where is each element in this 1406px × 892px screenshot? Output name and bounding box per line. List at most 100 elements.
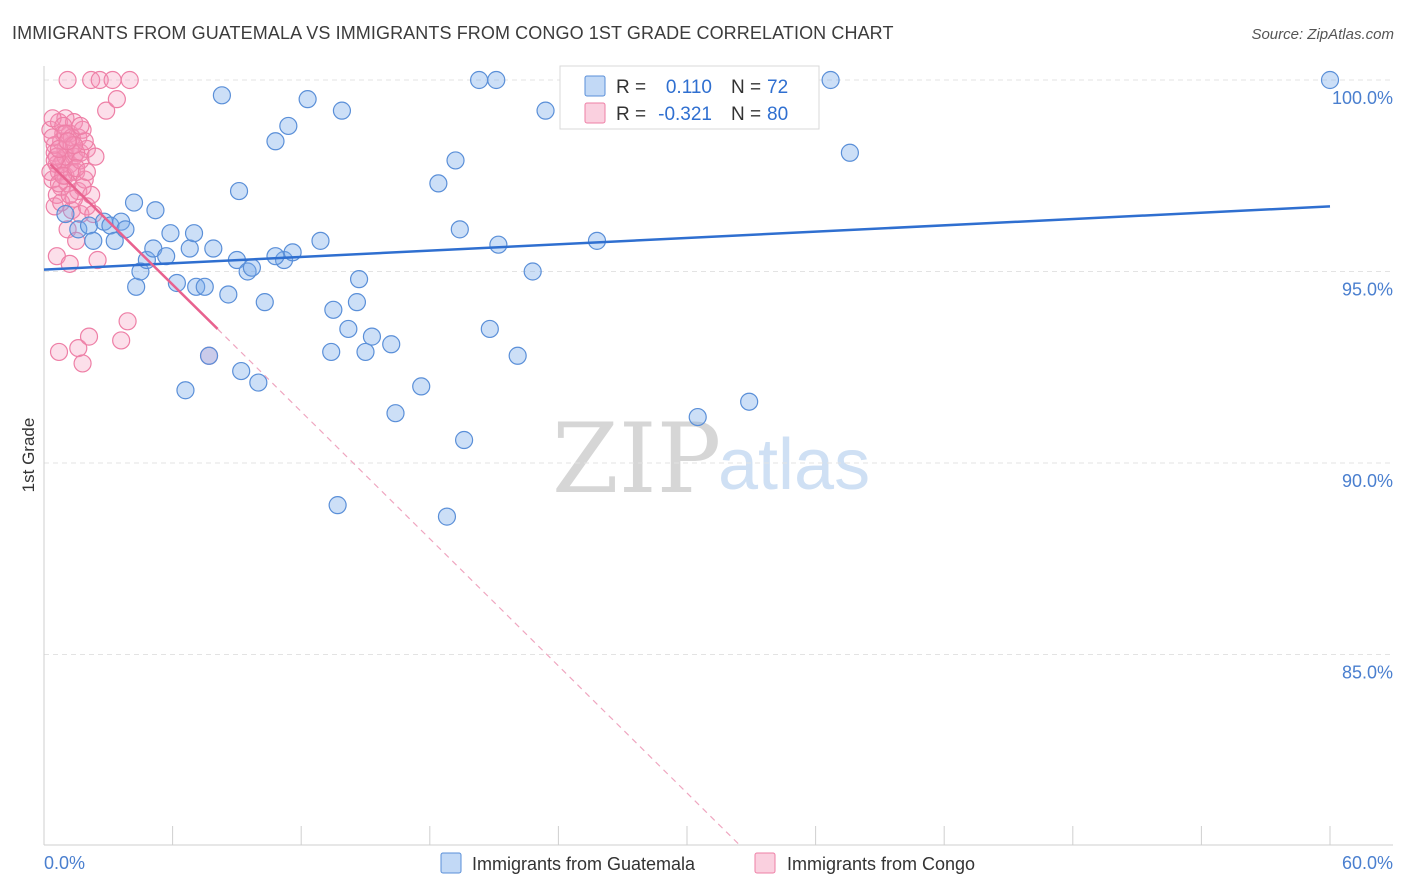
point-congo-50 — [120, 70, 139, 90]
point-guatemala-40 — [332, 101, 352, 120]
axes — [43, 66, 1393, 846]
legend-n-label-congo: N = — [731, 104, 761, 125]
point-guatemala-41 — [339, 319, 358, 339]
point-guatemala-17 — [176, 381, 195, 400]
point-guatemala-23 — [212, 86, 231, 105]
watermark-zip: ZIP — [552, 403, 721, 515]
point-guatemala-38 — [324, 300, 343, 319]
point-congo-34 — [73, 354, 92, 373]
point-congo-76 — [77, 162, 96, 182]
point-congo-8 — [49, 342, 69, 362]
point-guatemala-50 — [446, 151, 465, 170]
point-guatemala-52 — [454, 430, 474, 450]
legend-r-value-congo: -0.321 — [658, 104, 712, 125]
y-axis-label: 1st Grade — [19, 418, 38, 493]
series-legend: Immigrants from Guatemala Immigrants fro… — [440, 852, 975, 874]
point-guatemala-53 — [469, 70, 489, 90]
y-tick-label-100: 100.0% — [1332, 88, 1393, 108]
trend-line-guatemala — [43, 205, 1331, 271]
stats-legend: R = 0.110 N = 72 R = -0.321 N = 80 — [559, 65, 820, 130]
point-congo-49 — [118, 312, 137, 331]
point-congo-43 — [88, 250, 107, 270]
legend-n-value-congo: 80 — [767, 104, 788, 125]
point-guatemala-56 — [489, 235, 508, 254]
point-guatemala-31 — [266, 132, 285, 151]
trend-line-congo-extension — [217, 328, 742, 847]
zipatlas-watermark: ZIP atlas — [552, 403, 870, 515]
point-guatemala-60 — [587, 231, 607, 250]
y-tick-labels: 100.0% 95.0% 90.0% 85.0% — [1332, 88, 1393, 683]
chart-title: IMMIGRANTS FROM GUATEMALA VS IMMIGRANTS … — [12, 23, 894, 43]
point-guatemala-64 — [821, 70, 840, 90]
point-guatemala-70 — [184, 224, 204, 243]
point-guatemala-65 — [840, 143, 859, 162]
point-guatemala-58 — [523, 262, 542, 281]
point-congo-47 — [107, 90, 126, 109]
series-legend-swatch-guatemala — [440, 852, 462, 874]
point-guatemala-10 — [131, 262, 150, 281]
point-guatemala-48 — [412, 377, 431, 396]
x-tick-label-min: 0.0% — [44, 853, 85, 873]
series-legend-label-congo: Immigrants from Congo — [787, 854, 975, 874]
point-congo-16 — [58, 70, 77, 90]
point-guatemala-3 — [84, 231, 103, 250]
point-guatemala-36 — [311, 231, 330, 250]
point-guatemala-33 — [279, 116, 298, 136]
point-guatemala-39 — [328, 496, 347, 515]
legend-swatch-guatemala — [584, 75, 606, 97]
trend-lines — [43, 163, 1331, 847]
point-congo-45 — [97, 101, 116, 120]
point-congo-73 — [67, 158, 86, 178]
point-guatemala-66 — [1320, 70, 1340, 90]
point-guatemala-20 — [195, 277, 214, 296]
point-guatemala-43 — [349, 270, 369, 289]
point-guatemala-59 — [536, 101, 555, 120]
point-guatemala-2 — [79, 216, 99, 235]
point-guatemala-6 — [105, 231, 124, 250]
point-guatemala-29 — [249, 373, 268, 392]
series-legend-label-guatemala: Immigrants from Guatemala — [472, 854, 696, 874]
x-tick-label-max: 60.0% — [1342, 853, 1393, 873]
legend-r-label-congo: R = — [616, 104, 646, 125]
legend-n-label-guatemala: N = — [731, 77, 761, 98]
point-guatemala-22 — [204, 239, 223, 258]
point-congo-74 — [71, 116, 90, 136]
point-congo-79 — [58, 132, 77, 151]
point-guatemala-26 — [232, 361, 251, 381]
y-tick-label-90: 90.0% — [1342, 471, 1393, 491]
point-guatemala-1 — [69, 220, 88, 239]
point-guatemala-0 — [56, 204, 75, 224]
point-guatemala-69 — [124, 193, 144, 212]
series-legend-swatch-congo — [754, 852, 776, 874]
point-guatemala-16 — [167, 273, 186, 293]
point-guatemala-37 — [322, 342, 341, 362]
point-guatemala-55 — [487, 70, 506, 90]
point-guatemala-46 — [382, 335, 401, 354]
point-guatemala-61 — [688, 407, 707, 427]
legend-swatch-congo — [584, 102, 606, 124]
trend-line-congo — [49, 163, 219, 330]
point-congo-44 — [90, 70, 109, 90]
point-guatemala-51 — [450, 220, 469, 239]
point-guatemala-44 — [356, 342, 375, 362]
chart-source: Source: ZipAtlas.com — [1251, 26, 1394, 43]
legend-r-label-guatemala: R = — [616, 77, 646, 98]
point-guatemala-18 — [180, 239, 199, 258]
point-guatemala-28 — [242, 258, 262, 277]
point-congo-42 — [86, 147, 105, 166]
point-guatemala-21 — [199, 346, 219, 365]
point-congo-46 — [103, 70, 122, 90]
point-congo-38 — [79, 327, 99, 346]
point-guatemala-13 — [146, 201, 165, 220]
point-guatemala-9 — [127, 277, 146, 296]
point-congo-48 — [112, 331, 131, 350]
point-guatemala-30 — [255, 293, 274, 312]
legend-r-value-guatemala: 0.110 — [666, 77, 712, 98]
point-guatemala-8 — [116, 220, 135, 239]
point-guatemala-47 — [386, 404, 405, 423]
point-guatemala-68 — [437, 507, 457, 526]
point-guatemala-57 — [508, 346, 527, 365]
point-guatemala-15 — [161, 224, 180, 243]
point-guatemala-42 — [347, 293, 367, 312]
